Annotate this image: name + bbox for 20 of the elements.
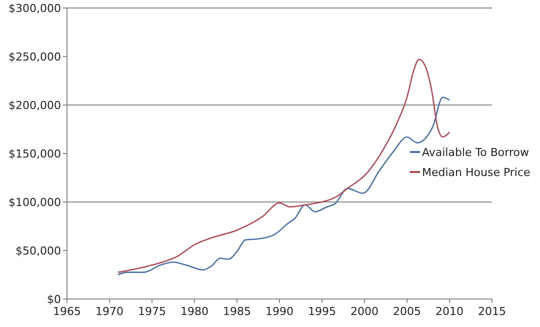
y-tick-label: $250,000 bbox=[8, 50, 61, 64]
y-tick-label: $50,000 bbox=[16, 244, 61, 258]
x-tick-label: 1995 bbox=[308, 305, 336, 318]
y-tick-label: $150,000 bbox=[8, 147, 61, 160]
x-tick-label: 1985 bbox=[223, 305, 251, 318]
x-tick-label: 1975 bbox=[138, 305, 166, 318]
x-tick-label: 1970 bbox=[96, 305, 124, 318]
y-tick-label: $200,000 bbox=[8, 98, 61, 112]
x-tick-label: 2005 bbox=[393, 305, 421, 318]
legend-label: Available To Borrow bbox=[422, 146, 529, 159]
x-tick-label: 1990 bbox=[266, 305, 294, 318]
y-tick-label: $300,000 bbox=[8, 2, 61, 15]
y-tick-label: $100,000 bbox=[8, 196, 61, 209]
legend-label: Median House Price bbox=[422, 166, 531, 179]
x-tick-label: 2010 bbox=[436, 305, 464, 318]
y-tick-label: $0 bbox=[47, 292, 61, 306]
x-tick-label: 1980 bbox=[180, 305, 208, 318]
x-tick-label: 2015 bbox=[478, 305, 506, 318]
x-tick-label: 2000 bbox=[350, 305, 378, 318]
x-tick-label: 1965 bbox=[53, 305, 81, 318]
